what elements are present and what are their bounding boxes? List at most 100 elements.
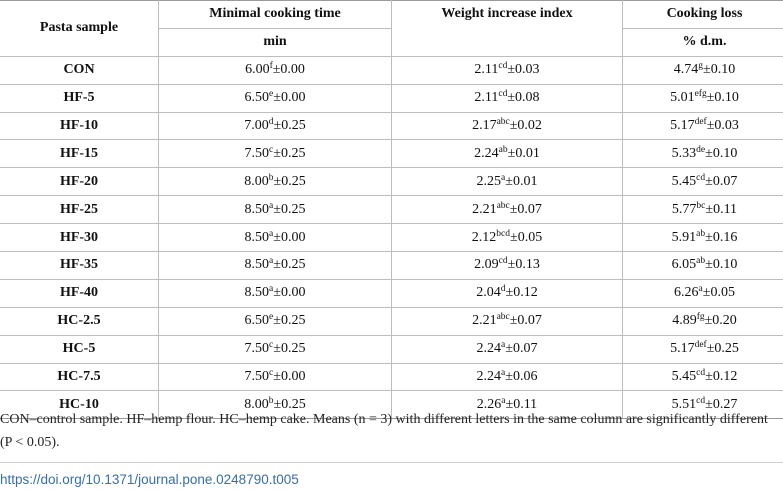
std-deviation: ±0.25 [273,396,306,412]
table-row: HF-25 8.50a±0.25 2.21abc±0.07 5.77bc±0.11 [0,195,783,224]
std-deviation: ±0.25 [273,173,306,189]
minimal-cooking-time-cell: 8.00b±0.25 [158,390,392,420]
significance-letters: a [269,256,274,267]
table-row: HF-15 7.50c±0.25 2.24ab±0.01 5.33de±0.10 [0,139,783,168]
significance-letters: cd [498,256,508,267]
sample-name-cell: HF-15 [0,139,159,168]
header-minimal-cooking-time: Minimal cooking time [158,0,392,29]
weight-increase-index-cell: 2.24a±0.07 [391,334,623,364]
table-row: HF-20 8.00b±0.25 2.25a±0.01 5.45cd±0.07 [0,167,783,196]
std-deviation: ±0.10 [703,62,736,78]
significance-letters: cd [498,89,508,100]
mean-value: 6.50 [244,313,270,329]
std-deviation: ±0.03 [706,118,739,133]
minimal-cooking-time-cell: 8.50a±0.00 [158,278,392,308]
std-deviation: ±0.25 [273,145,306,161]
unit-min: min [158,28,392,57]
significance-letters: cd [696,172,706,183]
significance-letters: bc [696,200,706,211]
std-deviation: ±0.10 [706,90,739,106]
mean-value: 5.51 [671,396,697,412]
mean-value: 2.21 [472,313,497,329]
cooking-loss-cell: 5.91ab±0.16 [622,223,783,252]
cooking-loss-cell: 4.74g±0.10 [622,55,783,85]
minimal-cooking-time-cell: 7.00d±0.25 [158,111,392,140]
mean-value: 5.77 [671,201,697,217]
minimal-cooking-time-cell: 7.50c±0.00 [158,362,392,391]
mean-value: 5.17 [670,118,695,133]
minimal-cooking-time-cell: 8.00b±0.25 [158,167,392,196]
mean-value: 8.50 [244,285,270,301]
mean-value: 4.89 [672,313,697,329]
std-deviation: ±0.00 [273,90,306,106]
std-deviation: ±0.00 [273,229,306,245]
significance-letters: d [500,284,506,295]
std-deviation: ±0.25 [706,341,739,357]
sample-name-cell: HF-20 [0,167,159,196]
sample-name-cell: HC-7.5 [0,362,159,391]
sample-name-cell: HF-25 [0,195,159,224]
significance-letters: c [269,340,274,351]
mean-value: 2.17 [472,118,497,133]
std-deviation: ±0.07 [509,313,542,329]
std-deviation: ±0.01 [507,145,540,161]
significance-letters: cd [696,395,706,406]
std-deviation: ±0.25 [273,257,306,273]
table-row: CON 6.00f±0.00 2.11cd±0.03 4.74g±0.10 [0,55,783,85]
std-deviation: ±0.07 [705,173,738,189]
significance-letters: a [269,228,274,239]
table-row: HC-2.5 6.50e±0.25 2.21abc±0.07 4.89fg±0.20 [0,306,783,336]
significance-letters: a [501,368,506,379]
sample-name-cell: HF-10 [0,111,159,140]
mean-value: 8.00 [244,173,269,189]
std-deviation: ±0.07 [509,201,542,217]
significance-letters: f [269,61,273,72]
weight-increase-index-cell: 2.24ab±0.01 [391,139,623,168]
mean-value: 8.00 [244,396,269,412]
mean-value: 2.26 [476,396,502,412]
significance-letters: c [269,368,274,379]
significance-letters: efg [694,89,707,100]
significance-letters: a [501,395,506,406]
significance-letters: cd [498,61,508,72]
footer-divider [0,462,783,463]
std-deviation: ±0.05 [510,229,543,245]
std-deviation: ±0.13 [507,257,540,273]
minimal-cooking-time-cell: 6.00f±0.00 [158,55,392,85]
mean-value: 6.26 [674,285,699,301]
mean-value: 7.50 [244,145,270,161]
minimal-cooking-time-cell: 8.50a±0.25 [158,251,392,280]
std-deviation: ±0.27 [705,396,738,412]
weight-increase-index-cell: 2.21abc±0.07 [391,306,623,336]
mean-value: 2.24 [476,341,502,357]
mean-value: 6.50 [244,90,270,106]
table-body: CON 6.00f±0.00 2.11cd±0.03 4.74g±0.10 HF-5 6.… [0,55,783,420]
table-row: HF-40 8.50a±0.00 2.04d±0.12 6.26a±0.05 [0,278,783,308]
table-row: HC-10 8.00b±0.25 2.26a±0.11 5.51cd±0.27 [0,390,783,420]
std-deviation: ±0.00 [273,285,306,301]
sample-name-cell: HC-10 [0,390,159,420]
sample-name-cell: HF-5 [0,83,159,113]
weight-increase-index-cell: 2.12bcd±0.05 [391,223,623,252]
mean-value: 2.21 [472,201,497,217]
significance-letters: fg [696,312,705,323]
significance-letters: abc [496,117,510,127]
significance-letters: b [268,395,274,406]
minimal-cooking-time-cell: 6.50e±0.25 [158,306,392,336]
mean-value: 4.74 [673,62,699,78]
cooking-loss-cell: 5.17def±0.03 [622,111,783,140]
weight-increase-index-cell: 2.24a±0.06 [391,362,623,391]
std-deviation: ±0.00 [272,62,305,78]
doi-link[interactable]: https://doi.org/10.1371/journal.pone.024… [0,472,299,487]
std-deviation: ±0.05 [702,285,735,301]
std-deviation: ±0.25 [273,341,306,357]
mean-value: 5.01 [670,90,695,106]
mean-value: 2.25 [476,173,502,189]
minimal-cooking-time-cell: 6.50e±0.00 [158,83,392,113]
significance-letters: abc [496,312,510,323]
cooking-loss-cell: 5.17def±0.25 [622,334,783,364]
cooking-loss-cell: 5.33de±0.10 [622,139,783,168]
cooking-loss-cell: 5.51cd±0.27 [622,390,783,420]
mean-value: 8.50 [244,229,270,245]
